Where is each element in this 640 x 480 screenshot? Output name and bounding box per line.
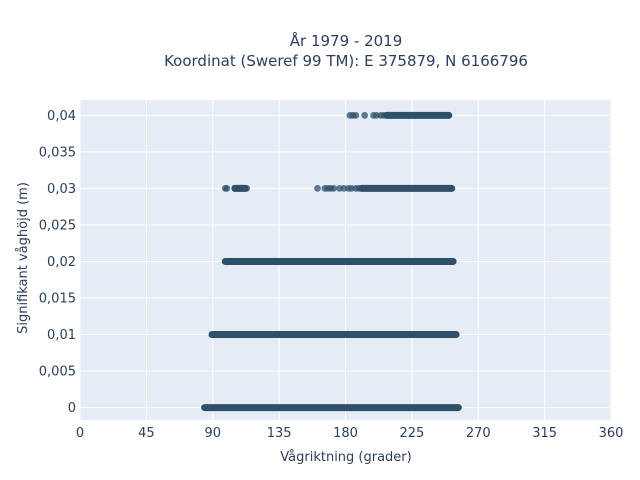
- y-tick-label: 0: [68, 401, 76, 416]
- x-tick-label: 270: [466, 426, 491, 441]
- data-point: [314, 185, 321, 192]
- y-tick-label: 0,03: [47, 182, 76, 197]
- x-tick-label: 180: [333, 426, 358, 441]
- data-point: [361, 111, 369, 119]
- y-tick-label: 0,02: [47, 255, 76, 270]
- x-tick-label: 225: [399, 426, 424, 441]
- y-tick-label: 0,015: [39, 291, 76, 306]
- x-tick-label: 45: [138, 426, 155, 441]
- y-axis-title: Signifikant våghöjd (m): [16, 182, 31, 334]
- x-tick-label: 90: [204, 426, 221, 441]
- x-axis-ticks: 0 45 90 135 180 225 270 315 360: [76, 426, 624, 441]
- y-tick-label: 0,01: [47, 328, 76, 343]
- data-point: [243, 185, 251, 192]
- x-tick-label: 0: [76, 426, 84, 441]
- chart-title-line-1: År 1979 - 2019: [290, 31, 403, 50]
- x-tick-label: 360: [599, 426, 624, 441]
- x-tick-label: 135: [267, 426, 292, 441]
- y-tick-label: 0,035: [39, 145, 76, 160]
- x-axis-title: Vågriktning (grader): [280, 450, 411, 465]
- y-tick-label: 0,04: [47, 109, 76, 124]
- x-tick-label: 315: [532, 426, 557, 441]
- data-point: [380, 111, 388, 119]
- data-point: [352, 111, 360, 119]
- y-axis-ticks: 0 0,005 0,01 0,015 0,02 0,025 0,03 0,035 0,04: [39, 109, 76, 416]
- y-tick-label: 0,025: [39, 218, 76, 233]
- data-points: [201, 111, 462, 412]
- y-tick-label: 0,005: [39, 365, 76, 380]
- data-point: [330, 185, 338, 192]
- data-point: [223, 185, 231, 192]
- chart-title-line-2: Koordinat (Sweref 99 TM): E 375879, N 61…: [164, 52, 528, 70]
